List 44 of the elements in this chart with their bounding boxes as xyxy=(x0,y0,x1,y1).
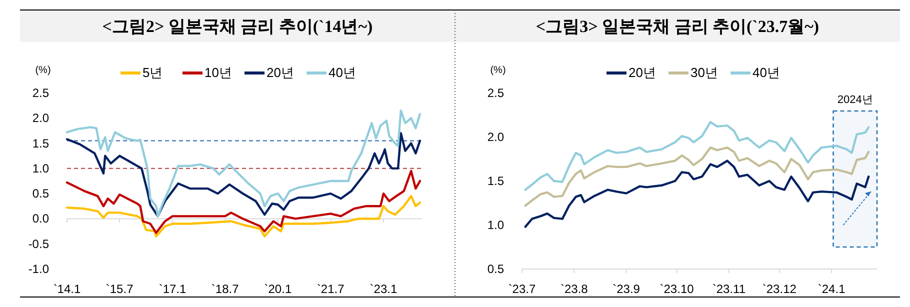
legend-label: 20년 xyxy=(266,65,294,80)
x-tick-label: `24.1 xyxy=(818,282,846,296)
x-tick-label: `14.1 xyxy=(53,282,81,296)
x-tick-label: `15.7 xyxy=(106,282,134,296)
y-tick-label: 0.0 xyxy=(32,212,50,226)
y-tick-label: 0.5 xyxy=(32,186,50,201)
x-tick-label: `23.10 xyxy=(660,282,694,296)
legend-label: 5년 xyxy=(142,65,163,80)
x-tick-label: `23.8 xyxy=(560,282,588,296)
x-tick-label: `20.1 xyxy=(264,282,292,296)
legend-label: 20년 xyxy=(628,65,656,80)
x-tick-label: `18.7 xyxy=(211,282,240,296)
y-tick-label: 2.5 xyxy=(487,86,504,100)
chart-title: <그림2> 일본국채 금리 추이(`14년~) xyxy=(102,17,373,36)
y-tick-label: 1.5 xyxy=(32,136,50,150)
legend-label: 10년 xyxy=(204,65,232,80)
x-tick-label: `21.7 xyxy=(316,282,345,296)
y-tick-label: 1.0 xyxy=(32,161,50,176)
y-tick-label: 2.0 xyxy=(32,111,50,126)
y-tick-label: -1.0 xyxy=(28,262,50,276)
x-tick-label: `23.11 xyxy=(712,282,746,296)
x-tick-label: `23.1 xyxy=(370,282,398,296)
legend-label: 30년 xyxy=(690,65,718,80)
x-tick-label: `17.1 xyxy=(158,282,187,296)
y-axis-title: (%) xyxy=(490,65,506,76)
chart-title: <그림3> 일본국채 금리 추이(`23.7월~) xyxy=(536,17,820,36)
y-tick-label: 1.0 xyxy=(487,218,504,232)
line-series xyxy=(66,170,422,234)
x-tick-label: `23.7 xyxy=(508,282,536,296)
y-tick-label: 2.0 xyxy=(487,130,504,144)
y-axis-title: (%) xyxy=(35,65,51,76)
line-series xyxy=(66,194,422,238)
y-tick-label: 0.5 xyxy=(487,262,504,276)
x-tick-label: `23.12 xyxy=(762,282,797,296)
y-tick-label: 2.5 xyxy=(32,86,50,100)
line-series xyxy=(524,120,870,191)
band-label: 2024년 xyxy=(837,94,873,106)
y-tick-label: 1.5 xyxy=(487,174,504,188)
x-tick-label: `23.9 xyxy=(612,282,640,296)
line-series xyxy=(524,146,870,207)
line-series xyxy=(524,160,870,228)
y-tick-label: -0.5 xyxy=(28,236,50,251)
legend-label: 40년 xyxy=(328,65,356,80)
legend-label: 40년 xyxy=(752,65,780,80)
